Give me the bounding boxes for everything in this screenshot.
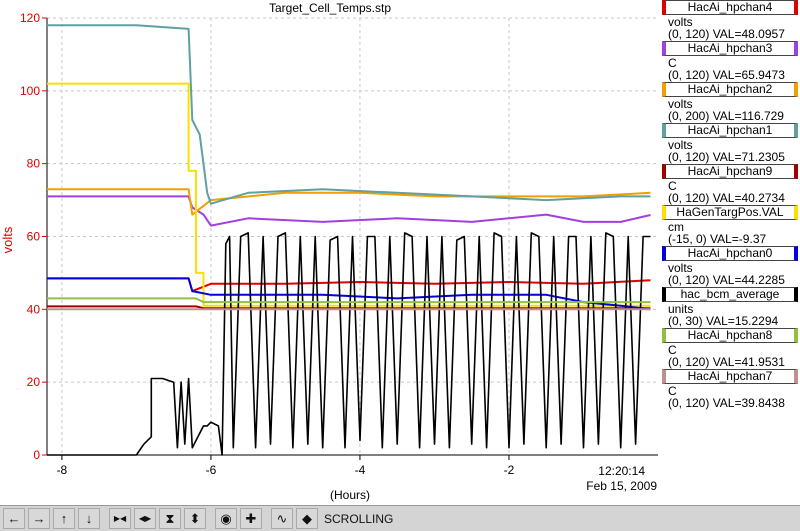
legend-series-name[interactable]: HacAi_hpchan4 bbox=[662, 0, 798, 15]
y-tick-label: 40 bbox=[27, 302, 41, 316]
y-tick-label: 100 bbox=[20, 84, 40, 98]
compress-horizontal-button[interactable]: ◀▶ bbox=[134, 508, 156, 529]
series-line-hacai-hpchan1 bbox=[47, 24, 651, 205]
legend-entry[interactable]: HacAi_hpchan7 C (0, 120) VAL=39.8438 bbox=[660, 369, 800, 410]
y-tick-label: 60 bbox=[27, 230, 41, 244]
series-line-hac-bcm-average bbox=[47, 232, 651, 456]
pin-icon: ◆ bbox=[302, 510, 312, 526]
plot-area[interactable]: Target_Cell_Temps.stp volts (Hours) 12:2… bbox=[0, 0, 660, 505]
compress-vertical-icon: ⬍ bbox=[189, 510, 201, 526]
expand-vertical-button[interactable]: ⧗ bbox=[159, 508, 181, 529]
chart-title: Target_Cell_Temps.stp bbox=[269, 1, 391, 15]
legend: HacAi_hpchan4 volts (0, 120) VAL=48.0957 Ha… bbox=[660, 0, 800, 410]
legend-range-value: (0, 120) VAL=40.2734 bbox=[668, 191, 785, 205]
legend-units: C bbox=[668, 343, 677, 357]
time-label: 12:20:14 bbox=[598, 464, 645, 478]
legend-entry[interactable]: HacAi_hpchan8 C (0, 120) VAL=41.9531 bbox=[660, 328, 800, 369]
legend-range-value: (0, 120) VAL=44.2285 bbox=[668, 273, 785, 287]
expand-horizontal-button[interactable]: ▶◀ bbox=[109, 508, 131, 529]
arrow-left-icon: ← bbox=[7, 511, 21, 526]
legend-series-name[interactable]: HaGenTargPos.VAL bbox=[662, 205, 798, 220]
arrow-right-button[interactable]: → bbox=[28, 508, 50, 529]
legend-series-name[interactable]: HacAi_hpchan8 bbox=[662, 328, 798, 343]
legend-units: volts bbox=[668, 138, 693, 152]
x-tick-label: -4 bbox=[355, 463, 366, 477]
record-button[interactable]: ◉ bbox=[215, 508, 237, 529]
legend-units: volts bbox=[668, 261, 693, 275]
legend-units: cm bbox=[668, 220, 684, 234]
legend-series-name[interactable]: hac_bcm_average bbox=[662, 287, 798, 302]
grid bbox=[47, 17, 658, 456]
arrow-up-icon: ↑ bbox=[60, 511, 68, 526]
arrow-right-icon: → bbox=[32, 511, 46, 526]
y-tick-label: 0 bbox=[33, 448, 40, 462]
legend-entry[interactable]: hac_bcm_average units (0, 30) VAL=15.2294 bbox=[660, 287, 800, 328]
add-button[interactable]: ✚ bbox=[240, 508, 262, 529]
legend-range-value: (0, 120) VAL=65.9473 bbox=[668, 68, 785, 82]
legend-range-value: (0, 30) VAL=15.2294 bbox=[668, 314, 779, 328]
date-label: Feb 15, 2009 bbox=[586, 479, 657, 493]
legend-entry[interactable]: HacAi_hpchan2 volts (0, 200) VAL=116.729 bbox=[660, 82, 800, 123]
legend-series-name[interactable]: HacAi_hpchan1 bbox=[662, 123, 798, 138]
legend-series-name[interactable]: HacAi_hpchan2 bbox=[662, 82, 798, 97]
zigzag-button[interactable]: ∿ bbox=[271, 508, 293, 529]
series-line-hacai-hpchan2 bbox=[47, 188, 651, 216]
legend-series-name[interactable]: HacAi_hpchan9 bbox=[662, 164, 798, 179]
legend-range-value: (0, 120) VAL=39.8438 bbox=[668, 396, 785, 410]
add-icon: ✚ bbox=[245, 510, 257, 526]
arrow-left-button[interactable]: ← bbox=[3, 508, 25, 529]
arrow-down-button[interactable]: ↓ bbox=[78, 508, 100, 529]
x-tick-label: -6 bbox=[206, 463, 217, 477]
toolbar-buttons: ← → ↑ ↓ ▶◀ ◀▶ ⧗ ⬍ ◉ ✚ ∿ ◆ bbox=[0, 508, 318, 529]
compress-vertical-button[interactable]: ⬍ bbox=[184, 508, 206, 529]
legend-units: units bbox=[668, 302, 694, 316]
legend-units: C bbox=[668, 179, 677, 193]
compress-horizontal-icon: ◀▶ bbox=[138, 514, 152, 523]
y-tick-label: 80 bbox=[27, 157, 41, 171]
y-tick-label: 20 bbox=[27, 375, 41, 389]
expand-horizontal-icon: ▶◀ bbox=[113, 514, 127, 523]
legend-units: C bbox=[668, 56, 677, 70]
axes: 0 20 40 60 80 100 120 -8 -6 -4 -2 bbox=[20, 11, 658, 477]
legend-units: volts bbox=[668, 97, 693, 111]
legend-entry[interactable]: HacAi_hpchan3 C (0, 120) VAL=65.9473 bbox=[660, 41, 800, 82]
legend-range-value: (0, 120) VAL=48.0957 bbox=[668, 27, 785, 41]
legend-entry[interactable]: HacAi_hpchan0 volts (0, 120) VAL=44.2285 bbox=[660, 246, 800, 287]
zigzag-icon: ∿ bbox=[276, 510, 288, 526]
legend-entry[interactable]: HacAi_hpchan9 C (0, 120) VAL=40.2734 bbox=[660, 164, 800, 205]
legend-range-value: (0, 120) VAL=41.9531 bbox=[668, 355, 785, 369]
legend-range-value: (-15, 0) VAL=-9.37 bbox=[668, 232, 767, 246]
legend-units: C bbox=[668, 384, 677, 398]
record-icon: ◉ bbox=[220, 510, 232, 526]
status-text: SCROLLING bbox=[324, 511, 394, 526]
x-axis-label: (Hours) bbox=[330, 488, 370, 502]
pin-button[interactable]: ◆ bbox=[296, 508, 318, 529]
legend-series-name[interactable]: HacAi_hpchan7 bbox=[662, 369, 798, 384]
x-tick-label: -8 bbox=[57, 463, 68, 477]
legend-range-value: (0, 200) VAL=116.729 bbox=[668, 109, 784, 123]
series-line-hacai-hpchan3 bbox=[47, 195, 651, 227]
legend-entry[interactable]: HaGenTargPos.VAL cm (-15, 0) VAL=-9.37 bbox=[660, 205, 800, 246]
toolbar: ← → ↑ ↓ ▶◀ ◀▶ ⧗ ⬍ ◉ ✚ ∿ ◆ SCROLLING bbox=[0, 505, 800, 531]
series-layer bbox=[47, 24, 651, 456]
legend-entry[interactable]: HacAi_hpchan1 volts (0, 120) VAL=71.2305 bbox=[660, 123, 800, 164]
expand-vertical-icon: ⧗ bbox=[165, 510, 175, 526]
series-line-hacai-hpchan8 bbox=[47, 297, 651, 304]
legend-units: volts bbox=[668, 15, 693, 29]
x-tick-label: -2 bbox=[504, 463, 515, 477]
arrow-down-icon: ↓ bbox=[85, 511, 93, 526]
y-tick-label: 120 bbox=[20, 11, 40, 25]
series-line-hacai-hpchan9 bbox=[47, 305, 651, 310]
series-line-hagentargpos-val bbox=[47, 82, 651, 307]
legend-series-name[interactable]: HacAi_hpchan3 bbox=[662, 41, 798, 56]
legend-range-value: (0, 120) VAL=71.2305 bbox=[668, 150, 785, 164]
arrow-up-button[interactable]: ↑ bbox=[53, 508, 75, 529]
y-axis-label: volts bbox=[0, 226, 15, 253]
series-line-hacai-hpchan4 bbox=[47, 277, 651, 293]
legend-entry[interactable]: HacAi_hpchan4 volts (0, 120) VAL=48.0957 bbox=[660, 0, 800, 41]
legend-series-name[interactable]: HacAi_hpchan0 bbox=[662, 246, 798, 261]
